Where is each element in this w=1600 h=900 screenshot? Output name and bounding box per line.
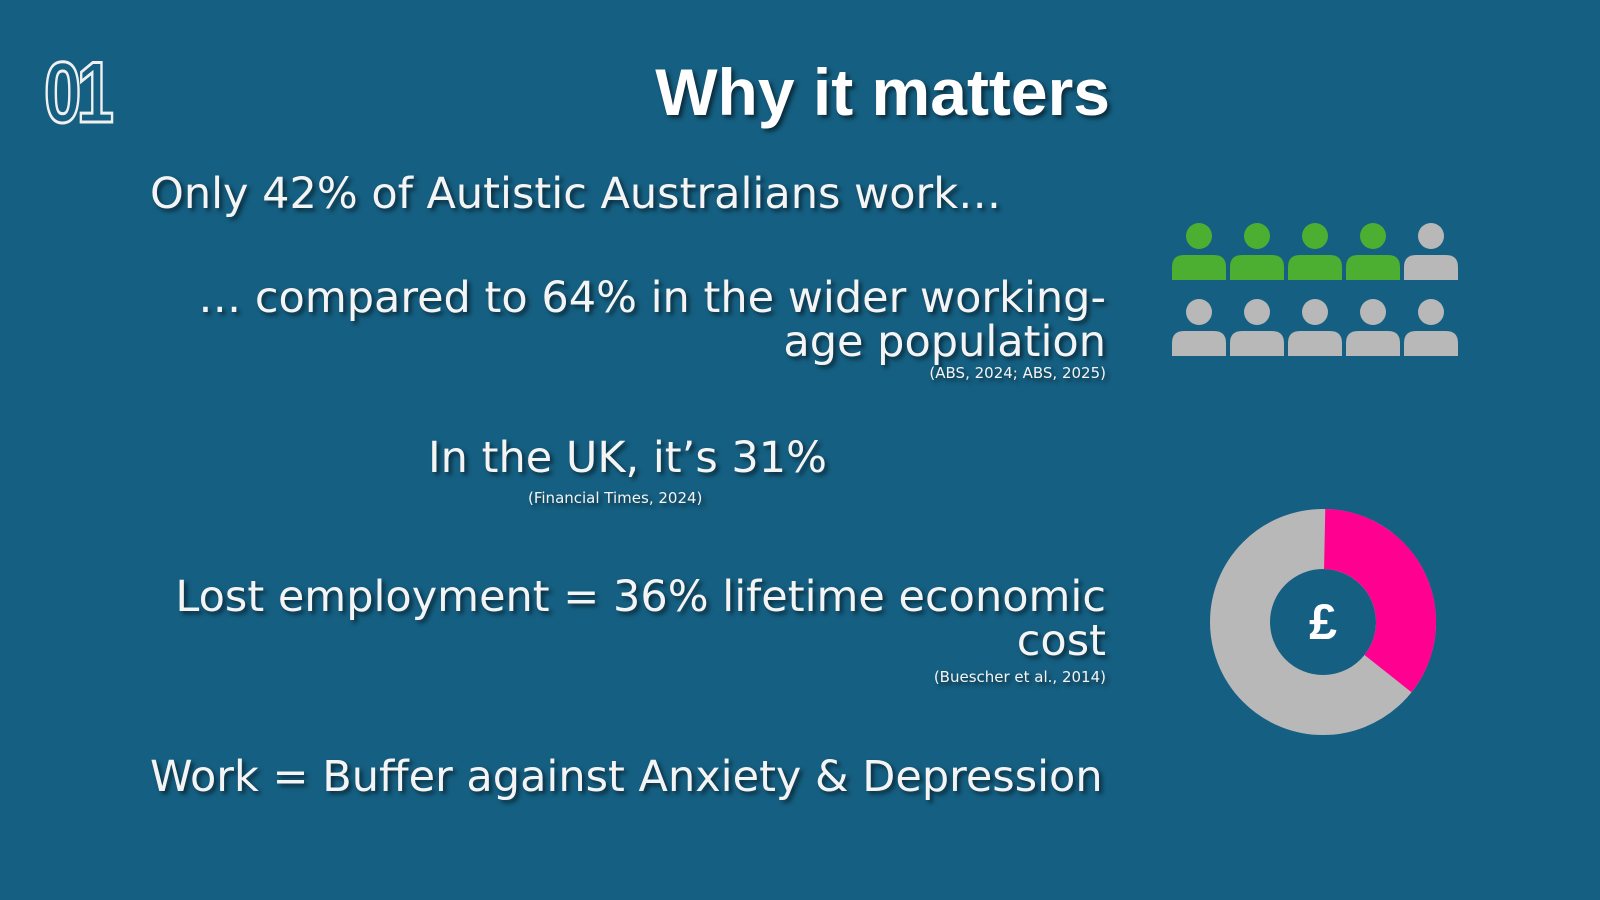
stat-wider-population: … compared to 64% in the wider working- … — [198, 273, 1106, 367]
slide-number: 01 — [43, 45, 115, 141]
person-icon — [1230, 223, 1284, 280]
stat-work-buffer: Work = Buffer against Anxiety & Depressi… — [150, 752, 1103, 802]
stat-wider-population-line1: … compared to 64% in the wider working- — [198, 273, 1106, 323]
pound-icon: £ — [1309, 594, 1337, 650]
person-icon — [1404, 223, 1458, 280]
stat-economic-cost-line1: Lost employment = 36% lifetime economic — [175, 572, 1106, 622]
slide-title: Why it matters — [655, 55, 1110, 129]
person-icon — [1230, 299, 1284, 356]
person-icon — [1172, 299, 1226, 356]
stat-economic-cost-line2: cost — [1016, 615, 1106, 666]
person-icon — [1346, 223, 1400, 280]
citation-buescher: (Buescher et al., 2014) — [933, 668, 1106, 686]
citation-financial-times: (Financial Times, 2024) — [528, 489, 703, 507]
person-icon — [1288, 299, 1342, 356]
stat-economic-cost: Lost employment = 36% lifetime economic … — [175, 572, 1106, 666]
donut-graphic — [1210, 509, 1436, 735]
person-icon — [1346, 299, 1400, 356]
donut-highlight-segment — [1322, 509, 1436, 693]
citation-abs: (ABS, 2024; ABS, 2025) — [929, 364, 1106, 382]
stat-uk-employment: In the UK, it’s 31% — [428, 433, 827, 483]
person-icon — [1404, 299, 1458, 356]
person-icon — [1288, 223, 1342, 280]
stat-australia-employment: Only 42% of Autistic Australians work… — [150, 169, 1002, 219]
people-graphic — [1172, 223, 1458, 356]
stat-wider-population-line2: age population — [783, 316, 1106, 367]
person-icon — [1172, 223, 1226, 280]
